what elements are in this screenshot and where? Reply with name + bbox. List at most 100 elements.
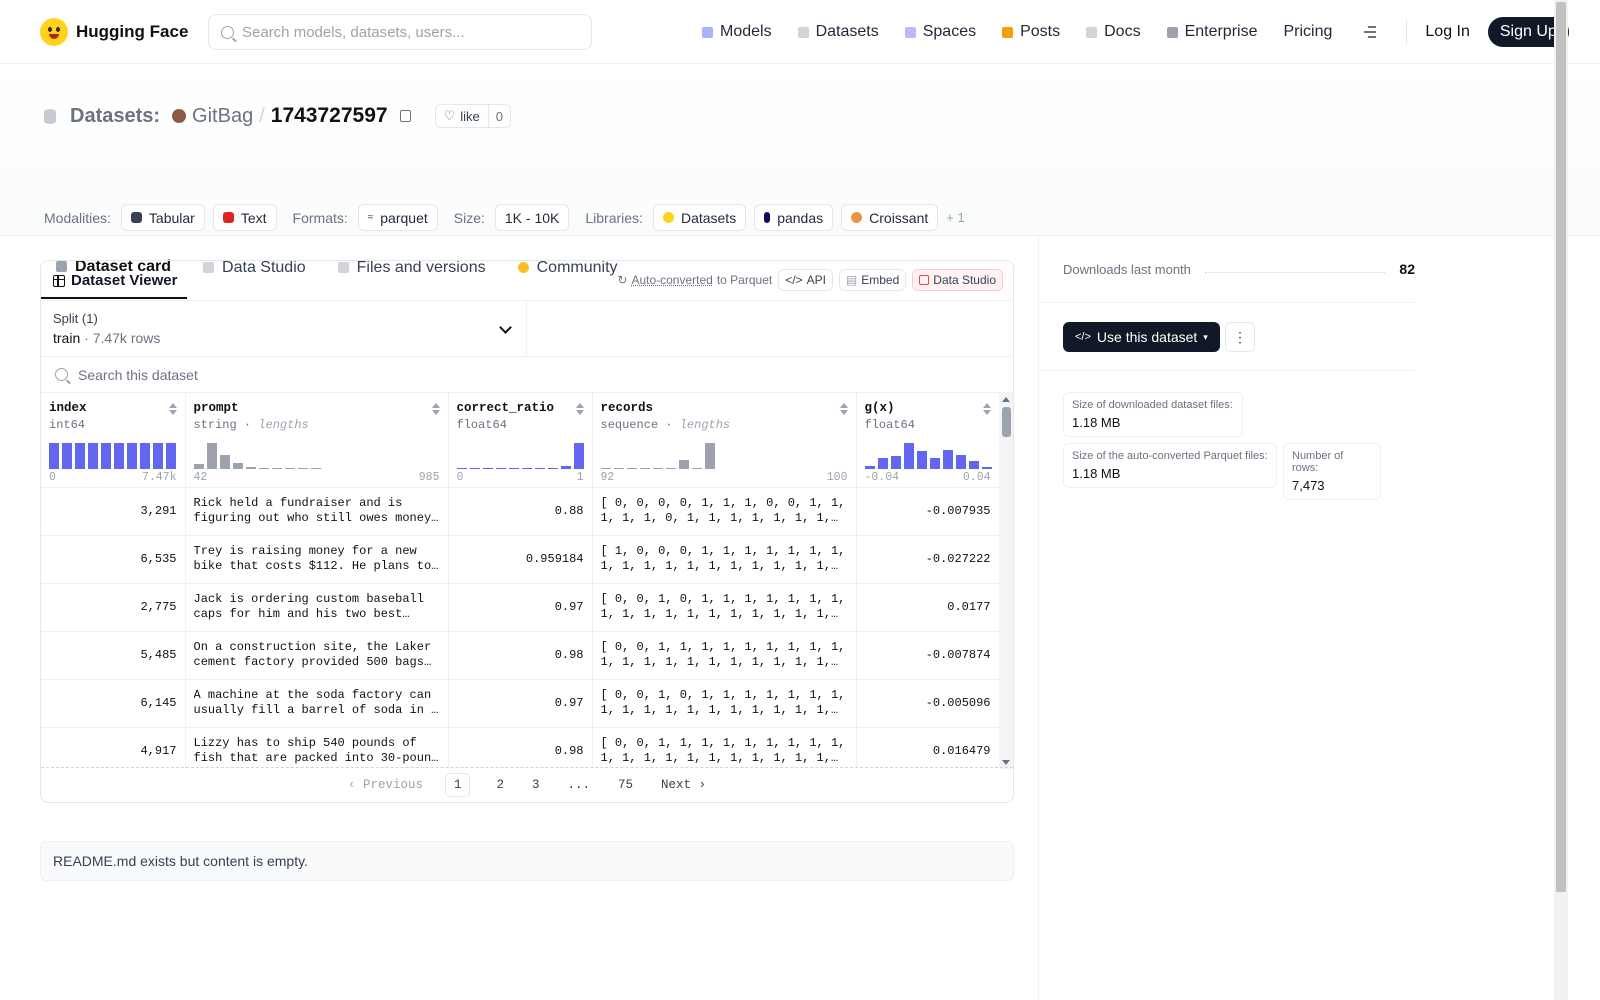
column-header-2[interactable]: correct_ratio float64 0 1 — [448, 393, 593, 488]
cell-gx[interactable]: -0.007935 — [856, 487, 1000, 536]
column-header-4[interactable]: g(x) float64 -0.04 0.04 — [856, 393, 1000, 488]
page-1[interactable]: 1 — [444, 773, 471, 797]
cell-index[interactable]: 4,917 — [41, 727, 186, 769]
scrollbar-thumb[interactable] — [1002, 407, 1011, 437]
page-scrollbar[interactable] — [1554, 0, 1568, 1000]
column-histogram[interactable] — [600, 441, 715, 469]
table-row[interactable]: 5,485 On a construction site, the Laker c… — [41, 631, 1000, 680]
like-button[interactable]: ♡ like 0 — [434, 104, 511, 128]
more-options-button[interactable]: ⋮ — [1225, 322, 1255, 352]
like-count[interactable]: 0 — [487, 105, 510, 127]
column-histogram[interactable] — [49, 441, 176, 469]
cell-gx[interactable]: -0.007874 — [856, 631, 1000, 680]
embed-button[interactable]: ▤ Embed — [838, 269, 907, 291]
nav-link-datasets[interactable]: Datasets — [797, 23, 879, 41]
table-row[interactable]: 4,917 Lizzy has to ship 540 pounds of fis… — [41, 727, 1000, 769]
cell-correct_ratio[interactable]: 0.959184 — [448, 535, 593, 584]
split-selector[interactable]: Split (1) train · 7.47k rows — [41, 301, 527, 357]
cell-index[interactable]: 2,775 — [41, 583, 186, 632]
data-studio-button[interactable]: Data Studio — [912, 269, 1003, 291]
cell-records[interactable]: [ 0, 0, 1, 1, 1, 1, 1, 1, 1, 1, 1, 1, 1,… — [592, 631, 857, 680]
cell-prompt[interactable]: Jack is ordering custom baseball caps fo… — [185, 583, 449, 632]
cell-index[interactable]: 5,485 — [41, 631, 186, 680]
table-scrollbar[interactable] — [999, 393, 1013, 769]
nav-link-posts[interactable]: Posts — [1002, 23, 1060, 41]
cell-index[interactable]: 6,535 — [41, 535, 186, 584]
table-row[interactable]: 3,291 Rick held a fundraiser and is figur… — [41, 487, 1000, 536]
dataset-name-link[interactable]: 1743727597 — [270, 104, 388, 127]
scroll-up-icon[interactable] — [1002, 397, 1010, 402]
nav-link-docs[interactable]: Docs — [1086, 23, 1141, 41]
cell-gx[interactable]: -0.005096 — [856, 679, 1000, 728]
sort-icon[interactable] — [431, 403, 440, 415]
page-3[interactable]: 3 — [531, 778, 540, 792]
cell-correct_ratio[interactable]: 0.98 — [448, 631, 593, 680]
sort-icon[interactable] — [839, 403, 848, 415]
tag-text[interactable]: Text — [212, 204, 277, 231]
next-page-button[interactable]: Next › — [655, 774, 712, 796]
nav-link-models[interactable]: Models — [702, 23, 772, 41]
tag-pandas-library[interactable]: pandas — [754, 204, 834, 231]
column-histogram[interactable] — [456, 441, 584, 469]
tag-size[interactable]: 1K - 10K — [494, 204, 570, 231]
copy-icon[interactable] — [399, 110, 411, 122]
cell-records[interactable]: [ 0, 0, 1, 0, 1, 1, 1, 1, 1, 1, 1, 1, 1,… — [592, 583, 857, 632]
cell-correct_ratio[interactable]: 0.98 — [448, 727, 593, 769]
tab-community[interactable]: Community — [502, 236, 634, 299]
more-libraries[interactable]: + 1 — [946, 210, 965, 225]
sort-icon[interactable] — [168, 403, 177, 415]
cell-correct_ratio[interactable]: 0.97 — [448, 679, 593, 728]
scrollbar-thumb[interactable] — [1556, 2, 1566, 892]
brand-logo[interactable]: Hugging Face — [40, 17, 188, 46]
cell-records[interactable]: [ 1, 0, 0, 0, 1, 1, 1, 1, 1, 1, 1, 1, 1,… — [592, 535, 857, 584]
dataset-search-input[interactable] — [78, 366, 478, 383]
cell-prompt[interactable]: On a construction site, the Laker cement… — [185, 631, 449, 680]
tab-data-studio[interactable]: Data Studio — [187, 236, 322, 299]
previous-page-button[interactable]: ‹ Previous — [342, 774, 429, 796]
column-histogram[interactable] — [193, 441, 321, 469]
sort-icon[interactable] — [982, 403, 991, 415]
login-link[interactable]: Log In — [1425, 23, 1470, 40]
cell-gx[interactable]: -0.027222 — [856, 535, 1000, 584]
cell-gx[interactable]: 0.016479 — [856, 727, 1000, 769]
dataset-search[interactable] — [41, 357, 1013, 393]
cell-prompt[interactable]: Rick held a fundraiser and is figuring o… — [185, 487, 449, 536]
cell-records[interactable]: [ 0, 0, 0, 0, 1, 1, 1, 0, 0, 1, 1, 1, 1,… — [592, 487, 857, 536]
global-search[interactable] — [208, 14, 592, 50]
cell-prompt[interactable]: Lizzy has to ship 540 pounds of fish tha… — [185, 727, 449, 769]
column-header-3[interactable]: records sequence · lengths 92 100 — [592, 393, 857, 488]
column-histogram[interactable] — [864, 441, 992, 469]
table-row[interactable]: 6,145 A machine at the soda factory can u… — [41, 679, 1000, 728]
tag-croissant-library[interactable]: Croissant — [841, 204, 939, 231]
cell-gx[interactable]: 0.0177 — [856, 583, 1000, 632]
scroll-down-icon[interactable] — [1002, 760, 1010, 765]
use-this-dataset-button[interactable]: </> Use this dataset ▾ — [1063, 322, 1220, 352]
sort-icon[interactable] — [575, 403, 584, 415]
tag-tabular[interactable]: Tabular — [120, 204, 205, 231]
dataset-owner-link[interactable]: GitBag — [192, 104, 254, 127]
avatar[interactable] — [172, 109, 187, 123]
cell-index[interactable]: 6,145 — [41, 679, 186, 728]
column-header-1[interactable]: prompt string · lengths 42 985 — [185, 393, 449, 488]
cell-correct_ratio[interactable]: 0.97 — [448, 583, 593, 632]
cell-index[interactable]: 3,291 — [41, 487, 186, 536]
tab-files-and-versions[interactable]: Files and versions — [322, 236, 502, 299]
auto-converted-link[interactable]: Auto-converted — [631, 273, 713, 287]
menu-icon[interactable] — [1358, 26, 1377, 38]
api-button[interactable]: </> API — [778, 269, 833, 291]
table-row[interactable]: 6,535 Trey is raising money for a new bik… — [41, 535, 1000, 584]
column-header-0[interactable]: index int64 0 7.47k — [41, 393, 186, 488]
page-2[interactable]: 2 — [496, 778, 504, 792]
nav-link-enterprise[interactable]: Enterprise — [1166, 23, 1257, 41]
table-row[interactable]: 2,775 Jack is ordering custom baseball ca… — [41, 583, 1000, 632]
cell-prompt[interactable]: A machine at the soda factory can usuall… — [185, 679, 449, 728]
cell-records[interactable]: [ 0, 0, 1, 1, 1, 1, 1, 1, 1, 1, 1, 1, 1,… — [592, 727, 857, 769]
cell-prompt[interactable]: Trey is raising money for a new bike tha… — [185, 535, 449, 584]
page-75[interactable]: 75 — [618, 778, 634, 792]
cell-correct_ratio[interactable]: 0.88 — [448, 487, 593, 536]
global-search-input[interactable] — [242, 23, 572, 41]
tab-dataset-card[interactable]: Dataset card — [40, 236, 188, 299]
nav-link-spaces[interactable]: Spaces — [904, 23, 976, 41]
nav-link-pricing[interactable]: Pricing — [1283, 23, 1332, 41]
datasets-label[interactable]: Datasets: — [70, 104, 161, 127]
